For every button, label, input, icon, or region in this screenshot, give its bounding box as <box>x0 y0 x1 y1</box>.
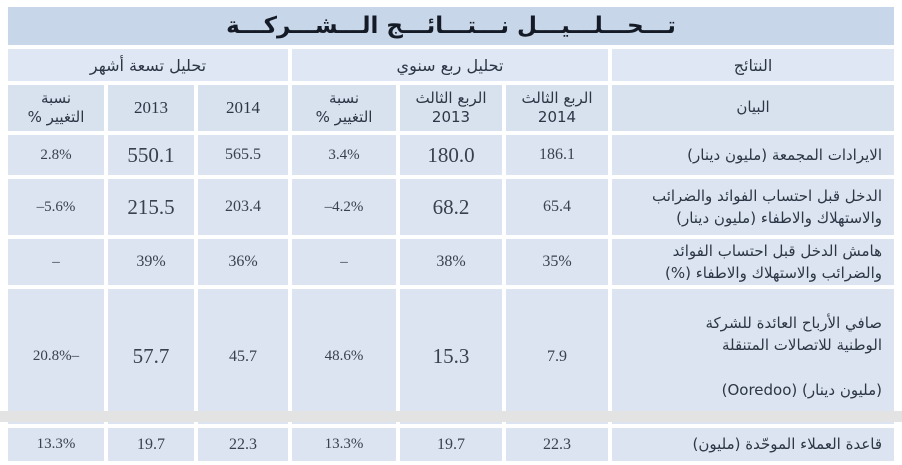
group-header-row: النتائج تحليل ربع سنوي تحليل تسعة أشهر <box>8 49 895 81</box>
cell-q-change: –4.2% <box>292 179 397 235</box>
cell-2013: 19.7 <box>108 428 194 461</box>
cell-2013: 550.1 <box>108 135 194 175</box>
cell-q-change: 3.4% <box>292 135 397 175</box>
column-header-q3-2013: الربع الثالث 2013 <box>400 85 503 131</box>
row-label: قاعدة العملاء الموحّدة (مليون) <box>612 428 895 461</box>
table-row-net-profit: صافي الأرباح العائدة للشركة الوطنية للات… <box>8 289 895 424</box>
cell-q-change: – <box>292 239 397 285</box>
brand-text: (Ooredoo) <box>721 381 798 399</box>
cell-y-change: 2.8% <box>8 135 104 175</box>
cell-q3-2014: 22.3 <box>506 428 609 461</box>
group-header-quarterly: تحليل ربع سنوي <box>292 49 609 81</box>
row-label: هامش الدخل قبل احتساب الفوائد والضرائب و… <box>612 239 895 285</box>
table-row-customer-base: قاعدة العملاء الموحّدة (مليون) 22.3 19.7… <box>8 428 895 461</box>
unit-text: (مليون دينار) <box>802 381 883 399</box>
row-label-lines: صافي الأرباح العائدة للشركة الوطنية للات… <box>705 313 883 355</box>
cell-2014: 203.4 <box>198 179 288 235</box>
row-label-unit-line: (مليون دينار) (Ooredoo) <box>620 379 882 402</box>
column-header-item: البيان <box>612 85 895 131</box>
cell-2013: 57.7 <box>108 289 194 424</box>
cell-q3-2014: 186.1 <box>506 135 609 175</box>
table-row-revenues: الايرادات المجمعة (مليون دينار) 186.1 18… <box>8 135 895 175</box>
column-header-q-change: نسبة التغيير % <box>292 85 397 131</box>
column-header-2014: 2014 <box>198 85 288 131</box>
table-title: تـــحـــلـــيـــل نـــتـــائـــج الـــشـ… <box>8 7 894 45</box>
cell-y-change: 20.8%– <box>8 289 104 424</box>
cell-2013: 215.5 <box>108 179 194 235</box>
cell-q3-2014: 65.4 <box>506 179 609 235</box>
cell-2014: 22.3 <box>198 428 288 461</box>
column-header-row: البيان الربع الثالث 2014 الربع الثالث 20… <box>8 85 895 131</box>
results-table: النتائج تحليل ربع سنوي تحليل تسعة أشهر ا… <box>4 45 898 465</box>
table-row-ebitda: الدخل قبل احتساب الفوائد والضرائب والاست… <box>8 179 895 235</box>
column-header-2013: 2013 <box>108 85 194 131</box>
cell-q3-2013: 38% <box>400 239 503 285</box>
row-label: صافي الأرباح العائدة للشركة الوطنية للات… <box>612 289 895 424</box>
cell-q3-2014: 7.9 <box>506 289 609 424</box>
cell-2014: 45.7 <box>198 289 288 424</box>
cell-q3-2013: 68.2 <box>400 179 503 235</box>
column-header-q3-2014: الربع الثالث 2014 <box>506 85 609 131</box>
column-header-y-change: نسبة التغيير % <box>8 85 104 131</box>
cell-q3-2013: 15.3 <box>400 289 503 424</box>
cell-y-change: – <box>8 239 104 285</box>
cell-q3-2013: 180.0 <box>400 135 503 175</box>
cell-q-change: 48.6% <box>292 289 397 424</box>
group-header-nine-month: تحليل تسعة أشهر <box>8 49 288 81</box>
cell-2014: 36% <box>198 239 288 285</box>
cell-q3-2013: 19.7 <box>400 428 503 461</box>
row-label: الايرادات المجمعة (مليون دينار) <box>612 135 895 175</box>
cell-y-change: –5.6% <box>8 179 104 235</box>
row-label: الدخل قبل احتساب الفوائد والضرائب والاست… <box>612 179 895 235</box>
cell-q-change: 13.3% <box>292 428 397 461</box>
cell-2013: 39% <box>108 239 194 285</box>
cell-2014: 565.5 <box>198 135 288 175</box>
cell-y-change: 13.3% <box>8 428 104 461</box>
group-header-results: النتائج <box>612 49 895 81</box>
table-row-ebitda-margin: هامش الدخل قبل احتساب الفوائد والضرائب و… <box>8 239 895 285</box>
page-edge-band <box>0 411 902 422</box>
cell-q3-2014: 35% <box>506 239 609 285</box>
